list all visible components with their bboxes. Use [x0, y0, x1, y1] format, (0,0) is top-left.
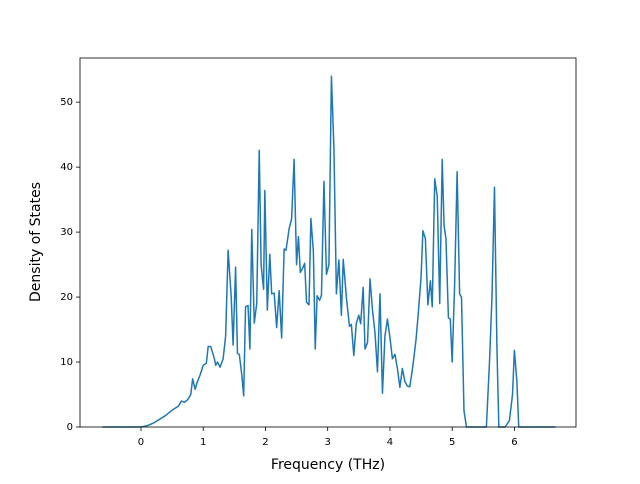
x-tick-label: 2 — [262, 437, 268, 448]
data-line — [102, 75, 556, 428]
x-axis-label: Frequency (THz) — [271, 457, 385, 473]
x-tick-label: 0 — [138, 437, 144, 448]
x-tick-label: 6 — [511, 437, 517, 448]
y-tick-label: 10 — [60, 357, 73, 368]
y-tick-label: 40 — [60, 162, 73, 173]
plot-frame — [79, 57, 577, 428]
x-tick-label: 4 — [387, 437, 393, 448]
x-tick-label: 1 — [200, 437, 206, 448]
x-tick-label: 3 — [325, 437, 331, 448]
y-tick-label: 50 — [60, 97, 73, 108]
y-tick-label: 0 — [67, 422, 73, 433]
y-axis-label: Density of States — [28, 182, 44, 302]
x-tick-label: 5 — [449, 437, 455, 448]
y-tick-label: 30 — [60, 227, 73, 238]
y-tick-label: 20 — [60, 292, 73, 303]
